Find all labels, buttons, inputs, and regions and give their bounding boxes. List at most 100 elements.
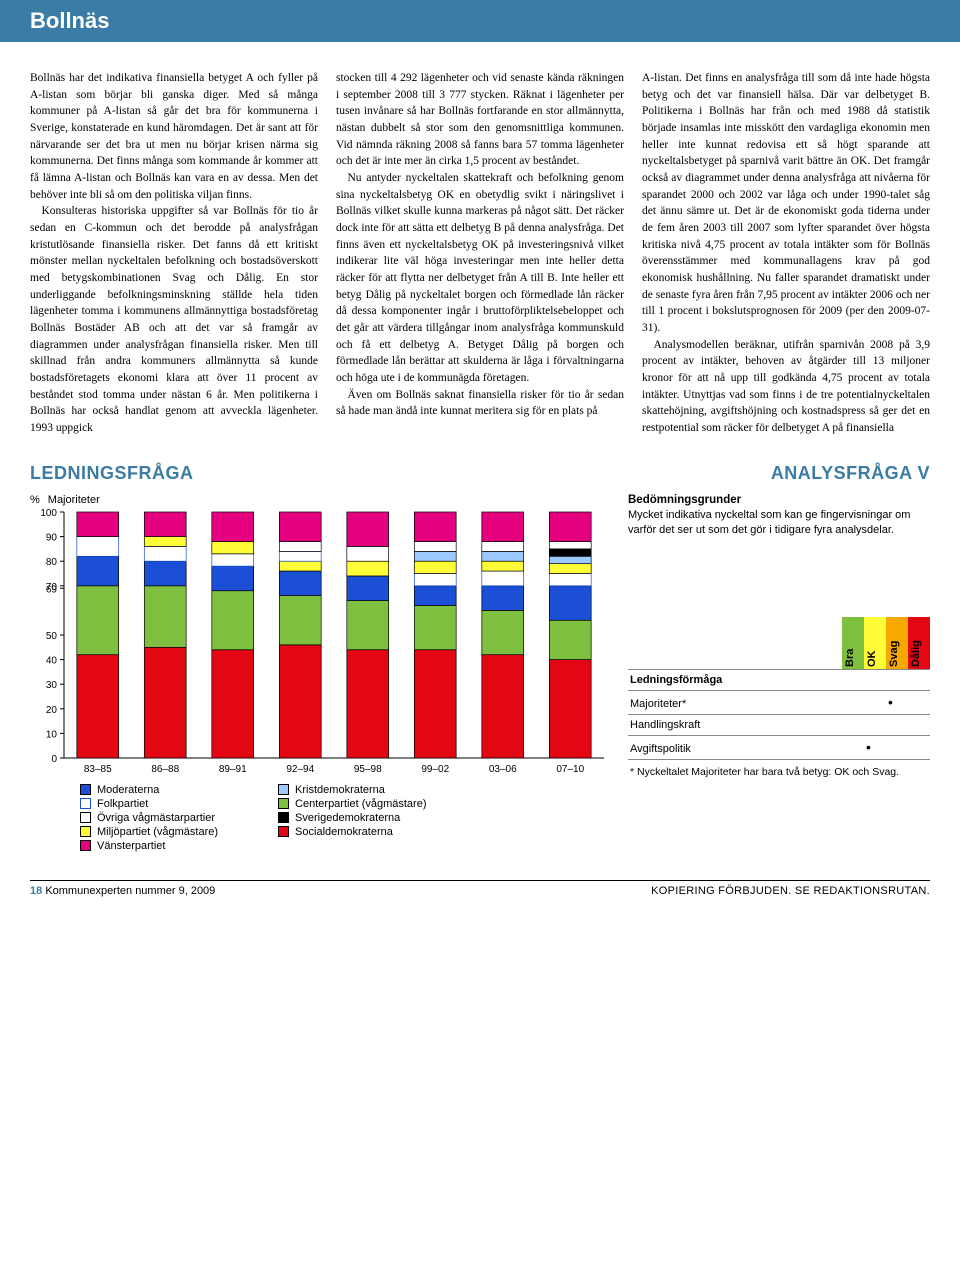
column-2: stocken till 4 292 lägenheter och vid se… [336,70,624,437]
col3-p1: A-listan. Det finns en analysfråga till … [642,70,930,337]
rating-footnote: * Nyckeltalet Majoriteter har bara två b… [628,766,930,778]
legend-item: Vänsterpartiet [80,840,218,852]
footer-legal: KOPIERING FÖRBJUDEN. SE REDAKTIONSRUTAN. [651,885,930,897]
legend-label: Övriga vågmästarpartier [97,812,215,824]
svg-text:69: 69 [46,584,58,595]
rating-cell: • [886,690,908,714]
col1-p1: Bollnäs har det indikativa finansiella b… [30,70,318,203]
svg-text:90: 90 [46,532,58,543]
assessment-heading: Bedömningsgrunder [628,494,930,506]
legend-item: Miljöpartiet (vågmästare) [80,826,218,838]
chart-legend: Moderaterna Folkpartiet Övriga vågmästarpa… [80,784,610,854]
svg-text:95–98: 95–98 [354,764,382,775]
legend-item: Kristdemokraterna [278,784,426,796]
legend-item: Socialdemokraterna [278,826,426,838]
svg-text:83–85: 83–85 [84,764,112,775]
legend-label: Miljöpartiet (vågmästare) [97,826,218,838]
rating-row-label: Ledningsförmåga [628,669,842,690]
svg-text:92–94: 92–94 [286,764,314,775]
header-title: Bollnäs [30,8,109,33]
rating-cell [864,714,886,735]
assessment-desc: Mycket indikativa nyckeltal som kan ge f… [628,508,930,538]
svg-text:80: 80 [46,557,58,568]
col2-p1: stocken till 4 292 lägenheter och vid se… [336,70,624,170]
svg-text:20: 20 [46,705,58,716]
rating-col-header: OK [866,650,878,667]
legend-swatch [278,812,289,823]
chart-series-label: Majoriteter [48,494,100,506]
legend-label: Socialdemokraterna [295,826,393,838]
analysis-panel: Bedömningsgrunder Mycket indikativa nyck… [628,494,930,854]
legend-swatch [80,812,91,823]
col2-p3: Även om Bollnäs saknat finansiella riske… [336,387,624,420]
rating-cell [842,735,864,759]
rating-cell [864,690,886,714]
rating-cell: • [864,735,886,759]
legend-swatch [278,784,289,795]
svg-text:100: 100 [40,508,57,519]
legend-swatch [80,784,91,795]
legend-item: Folkpartiet [80,798,218,810]
col1-p2: Konsulteras historiska uppgifter så var … [30,203,318,436]
rating-col-header: Svag [888,641,900,667]
svg-text:10: 10 [46,729,58,740]
svg-text:07–10: 07–10 [556,764,584,775]
rating-cell [842,690,864,714]
footer-left: 18 Kommunexperten nummer 9, 2009 [30,885,215,897]
rating-cell [886,669,908,690]
legend-item: Sverigedemokraterna [278,812,426,824]
svg-text:40: 40 [46,655,58,666]
rating-cell [842,669,864,690]
rating-cell [864,669,886,690]
chart-pct-label: % [30,494,40,506]
rating-row: Ledningsförmåga [628,669,930,690]
rating-row: Majoriteter* • [628,690,930,714]
rating-cell [886,714,908,735]
publication-info: Kommunexperten nummer 9, 2009 [45,885,215,897]
section-right-title: ANALYSFRÅGA V [771,463,930,484]
legend-label: Vänsterpartiet [97,840,165,852]
legend-item: Moderaterna [80,784,218,796]
chart-axis-labels: % Majoriteter [30,494,610,506]
svg-text:0: 0 [51,754,57,765]
legend-swatch [278,798,289,809]
legend-swatch [278,826,289,837]
legend-swatch [80,826,91,837]
stacked-bar-chart: 100908070695040302010083–8586–8889–9192–… [30,508,610,778]
legend-swatch [80,798,91,809]
rating-cell [886,735,908,759]
column-1: Bollnäs har det indikativa finansiella b… [30,70,318,437]
legend-item: Centerpartiet (vågmästare) [278,798,426,810]
page-header: Bollnäs [0,0,960,42]
legend-swatch [80,840,91,851]
rating-cell [908,690,930,714]
svg-text:89–91: 89–91 [219,764,247,775]
legend-label: Kristdemokraterna [295,784,385,796]
chart-panel: % Majoriteter 100908070695040302010083–8… [30,494,610,854]
page-number: 18 [30,885,42,897]
rating-row-label: Handlingskraft [628,714,842,735]
svg-text:99–02: 99–02 [421,764,449,775]
legend-label: Centerpartiet (vågmästare) [295,798,426,810]
rating-row-label: Avgiftspolitik [628,735,842,759]
section-left-title: LEDNINGSFRÅGA [30,463,194,484]
svg-text:30: 30 [46,680,58,691]
col2-p2: Nu antyder nyckeltalen skattekraft och b… [336,170,624,387]
legend-label: Sverigedemokraterna [295,812,400,824]
rating-col-header: Bra [844,649,856,667]
page-footer: 18 Kommunexperten nummer 9, 2009 KOPIERI… [30,880,930,897]
article-columns: Bollnäs har det indikativa finansiella b… [30,70,930,437]
legend-item: Övriga vågmästarpartier [80,812,218,824]
legend-label: Moderaterna [97,784,159,796]
rating-col-header: Dålig [910,640,922,667]
rating-row-label: Majoriteter* [628,690,842,714]
rating-cell [842,714,864,735]
rating-cell [908,669,930,690]
rating-cell [908,714,930,735]
svg-text:50: 50 [46,631,58,642]
rating-table: Bra OK Svag Dålig LedningsförmågaMajoritete… [628,617,930,760]
main-content: Bollnäs har det indikativa finansiella b… [0,42,960,866]
legend-label: Folkpartiet [97,798,148,810]
col3-p2: Analysmodellen beräknar, utifrån sparniv… [642,337,930,437]
charts-row: % Majoriteter 100908070695040302010083–8… [30,494,930,854]
